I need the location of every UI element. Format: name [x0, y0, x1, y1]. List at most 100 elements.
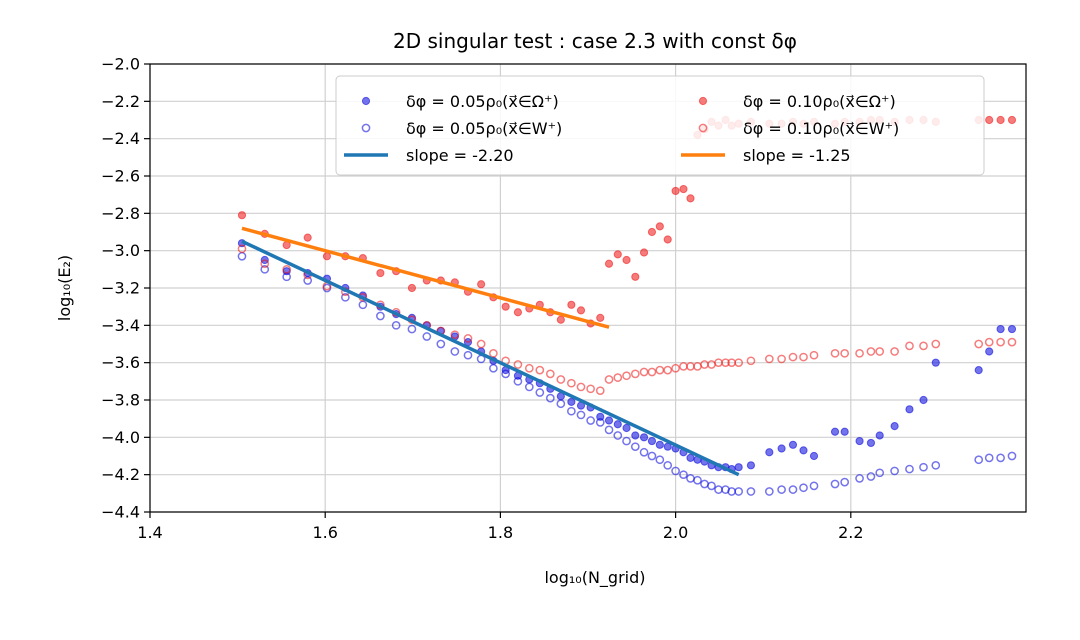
- data-point: [974, 455, 984, 465]
- y-axis-label: log₁₀(E₂): [55, 255, 74, 321]
- data-point: [840, 348, 850, 358]
- data-point: [556, 375, 566, 384]
- data-point: [535, 388, 545, 397]
- data-point: [282, 264, 292, 274]
- data-point: [875, 468, 885, 478]
- data-point: [622, 423, 631, 433]
- y-tick-label: −2.6: [101, 167, 140, 186]
- data-point: [463, 334, 473, 343]
- data-point: [984, 337, 994, 347]
- y-axis: −4.4 −4.2 −4.0 −3.8 −3.6 −3.4 −3.2 −3.0 −2.8 −2.6…: [101, 55, 150, 522]
- data-point: [866, 472, 876, 481]
- data-point: [622, 371, 631, 381]
- data-point: [513, 376, 523, 386]
- data-point: [931, 358, 940, 367]
- data-point: [984, 453, 994, 463]
- data-point: [905, 405, 914, 414]
- data-point: [556, 315, 565, 324]
- data-point: [489, 363, 498, 373]
- data-point: [476, 339, 486, 349]
- y-tick-label: −4.2: [101, 465, 140, 484]
- data-point: [996, 324, 1005, 334]
- legend: δφ = 0.05ρ₀(x⃗∈Ω⁺) δφ = 0.05ρ₀(x⃗∈W⁺) slop…: [335, 75, 985, 176]
- data-point: [734, 463, 743, 472]
- data-point: [613, 431, 623, 440]
- y-tick-label: −3.8: [101, 391, 140, 410]
- data-point: [647, 367, 657, 377]
- data-point: [450, 347, 460, 356]
- data-point: [567, 406, 576, 416]
- data-point: [407, 283, 417, 293]
- data-point: [809, 350, 819, 360]
- legend-box: [335, 75, 985, 176]
- data-point: [501, 369, 511, 379]
- data-point: [974, 339, 984, 349]
- data-point: [513, 360, 523, 369]
- legend-marker-swatch: [698, 123, 708, 133]
- data-point: [567, 378, 576, 388]
- data-point: [422, 332, 432, 341]
- data-point: [477, 280, 486, 289]
- data-point: [524, 382, 534, 392]
- data-point: [764, 354, 774, 364]
- y-tick-label: −4.0: [101, 428, 140, 447]
- data-point: [586, 384, 595, 394]
- data-point: [799, 446, 808, 455]
- data-point: [535, 365, 545, 375]
- data-point: [545, 393, 555, 403]
- data-point: [613, 420, 622, 429]
- legend-label: slope = -2.20: [406, 146, 514, 165]
- x-tick-label: 2.0: [663, 523, 688, 542]
- data-point: [974, 366, 983, 375]
- data-point: [639, 433, 649, 442]
- legend-label: δφ = 0.05ρ₀(x⃗∈Ω⁺): [406, 92, 559, 111]
- y-tick-label: −4.4: [101, 503, 140, 522]
- data-point: [809, 451, 819, 461]
- data-point: [576, 382, 586, 392]
- data-point: [840, 477, 850, 487]
- data-point: [693, 475, 702, 485]
- data-point: [260, 264, 270, 274]
- data-point: [788, 352, 798, 362]
- data-point: [524, 363, 534, 373]
- data-point: [604, 375, 614, 384]
- data-point: [567, 397, 576, 406]
- data-point: [631, 431, 640, 440]
- data-point: [734, 358, 744, 368]
- data-point: [686, 453, 695, 462]
- data-point: [663, 235, 672, 244]
- legend-entry: δφ = 0.05ρ₀(x⃗∈Ω⁺): [361, 92, 559, 111]
- data-point: [855, 348, 864, 358]
- data-point: [586, 416, 595, 425]
- y-tick-label: −3.2: [101, 279, 140, 298]
- data-point: [1007, 451, 1017, 461]
- data-point: [866, 438, 876, 448]
- data-point: [622, 255, 631, 265]
- data-point: [376, 311, 385, 321]
- data-point: [630, 369, 640, 379]
- legend-entry: δφ = 0.10ρ₀(x⃗∈Ω⁺): [698, 92, 896, 111]
- series-2: [237, 251, 1017, 496]
- data-point: [985, 115, 994, 125]
- data-point: [799, 483, 808, 493]
- legend-marker-swatch: [361, 96, 371, 106]
- y-tick-label: −2.2: [101, 92, 140, 111]
- data-point: [855, 474, 864, 483]
- data-point: [671, 466, 680, 476]
- data-point: [663, 460, 673, 470]
- data-point: [647, 451, 657, 461]
- data-point: [595, 386, 605, 396]
- data-point: [905, 464, 914, 474]
- data-point: [996, 337, 1005, 347]
- data-point: [556, 399, 566, 409]
- legend-marker-swatch: [361, 123, 371, 133]
- data-point: [919, 395, 928, 405]
- y-tick-label: −3.4: [101, 316, 140, 335]
- data-point: [376, 268, 385, 278]
- data-point: [707, 481, 716, 491]
- data-point: [576, 410, 586, 420]
- data-point: [604, 259, 614, 268]
- y-tick-label: −2.0: [101, 55, 140, 74]
- data-point: [303, 233, 312, 242]
- data-point: [322, 252, 332, 261]
